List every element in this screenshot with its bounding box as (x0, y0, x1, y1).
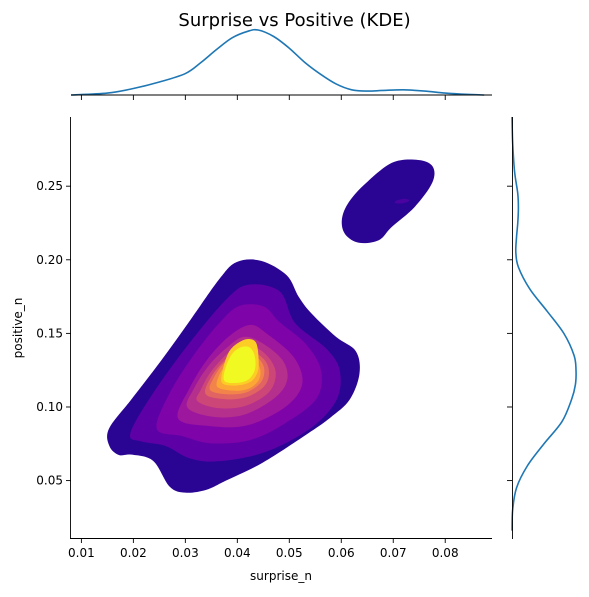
y-axis-ticks: 0.05 0.10 0.15 0.20 0.25 (36, 179, 71, 488)
kde-contours (107, 159, 435, 493)
y-tick-label: 0.10 (36, 400, 63, 414)
right-marginal-ticks (507, 185, 512, 482)
top-marginal-ticks (80, 95, 446, 100)
top-marginal-kde-curve (70, 28, 485, 96)
y-axis-label: positive_n (11, 298, 25, 359)
y-tick-label: 0.15 (36, 326, 63, 340)
x-tick-label: 0.06 (328, 546, 355, 560)
x-axis-label: surprise_n (250, 569, 312, 583)
x-tick-label: 0.07 (380, 546, 407, 560)
chart-title: Surprise vs Positive (KDE) (178, 10, 410, 31)
right-marginal-kde-curve (511, 116, 577, 531)
x-tick-label: 0.03 (172, 546, 199, 560)
y-tick-label: 0.05 (36, 474, 63, 488)
kde-contour-level-13 (223, 346, 256, 384)
y-tick-label: 0.25 (36, 179, 63, 193)
kde-contour-level-2 (341, 159, 435, 244)
kde-contour-level-3 (394, 198, 410, 204)
top-marginal-plot (70, 28, 492, 100)
x-tick-label: 0.08 (432, 546, 459, 560)
x-tick-label: 0.02 (120, 546, 147, 560)
x-axis-ticks: 0.01 0.02 0.03 0.04 0.05 0.06 0.07 0.08 (68, 538, 459, 560)
x-tick-label: 0.05 (276, 546, 303, 560)
x-tick-label: 0.01 (68, 546, 95, 560)
y-tick-label: 0.20 (36, 253, 63, 267)
main-plot: 0.01 0.02 0.03 0.04 0.05 0.06 0.07 0.08 0.05 0.1… (11, 117, 492, 583)
right-marginal-plot (507, 116, 577, 539)
x-tick-label: 0.04 (224, 546, 251, 560)
